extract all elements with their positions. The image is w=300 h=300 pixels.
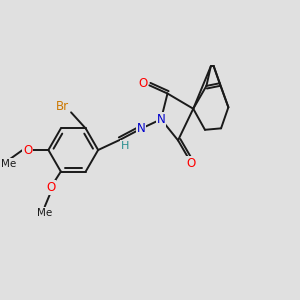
Text: Me: Me	[37, 208, 52, 218]
Text: O: O	[46, 181, 55, 194]
Text: O: O	[23, 143, 32, 157]
Text: N: N	[137, 122, 146, 135]
Text: N: N	[157, 113, 165, 126]
Text: Br: Br	[56, 100, 69, 113]
Text: H: H	[121, 141, 129, 151]
Text: O: O	[187, 157, 196, 170]
Text: Me: Me	[1, 159, 16, 169]
Text: O: O	[138, 77, 148, 90]
